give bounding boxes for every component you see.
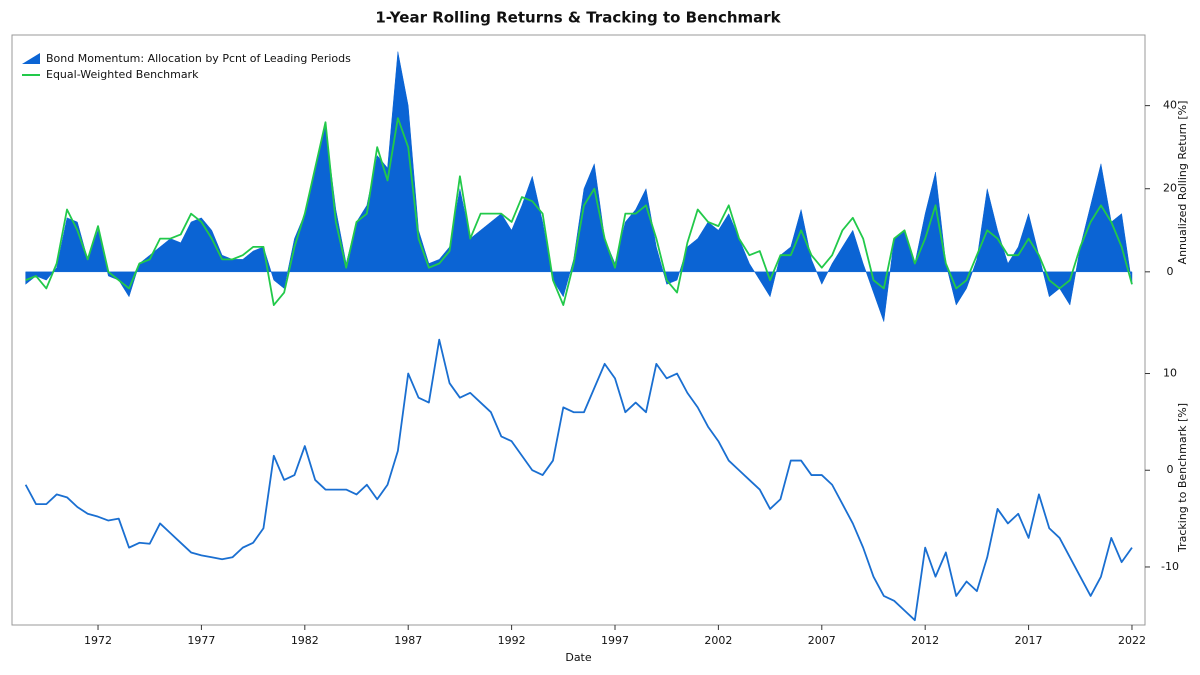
x-tick-label: 1997 [601,634,629,647]
y-tick-label: 0 [1167,265,1174,278]
chart-title: 1-Year Rolling Returns & Tracking to Ben… [375,9,781,27]
x-tick-label: 2012 [911,634,939,647]
y-tick-label: -10 [1161,560,1179,573]
area [25,51,1133,322]
plot-frame [11,34,1146,626]
x-tick-label: 2017 [1015,634,1043,647]
x-tick-label: 2007 [808,634,836,647]
y-tick-label: 20 [1163,182,1177,195]
y-tick-label: 40 [1163,99,1177,112]
line [24,338,1133,622]
x-tick-label: 1977 [187,634,215,647]
y-tick-label: 0 [1167,463,1174,476]
legend-label: Bond Momentum: Allocation by Pcnt of Lea… [46,52,351,65]
x-tick-label: 1972 [84,634,112,647]
legend-label: Equal-Weighted Benchmark [46,68,199,81]
y-axis-label: Tracking to Benchmark [%] [1176,403,1189,553]
x-axis-label: Date [565,651,592,664]
line [25,117,1133,306]
y-axis-label: Annualized Rolling Return [%] [1176,101,1189,265]
x-tick-label: 2022 [1118,634,1146,647]
legend-swatch [22,53,40,64]
x-tick-label: 1982 [291,634,319,647]
x-tick-label: 2002 [704,634,732,647]
x-tick-label: 1992 [498,634,526,647]
x-tick-label: 1987 [394,634,422,647]
y-tick-label: 10 [1163,367,1177,380]
